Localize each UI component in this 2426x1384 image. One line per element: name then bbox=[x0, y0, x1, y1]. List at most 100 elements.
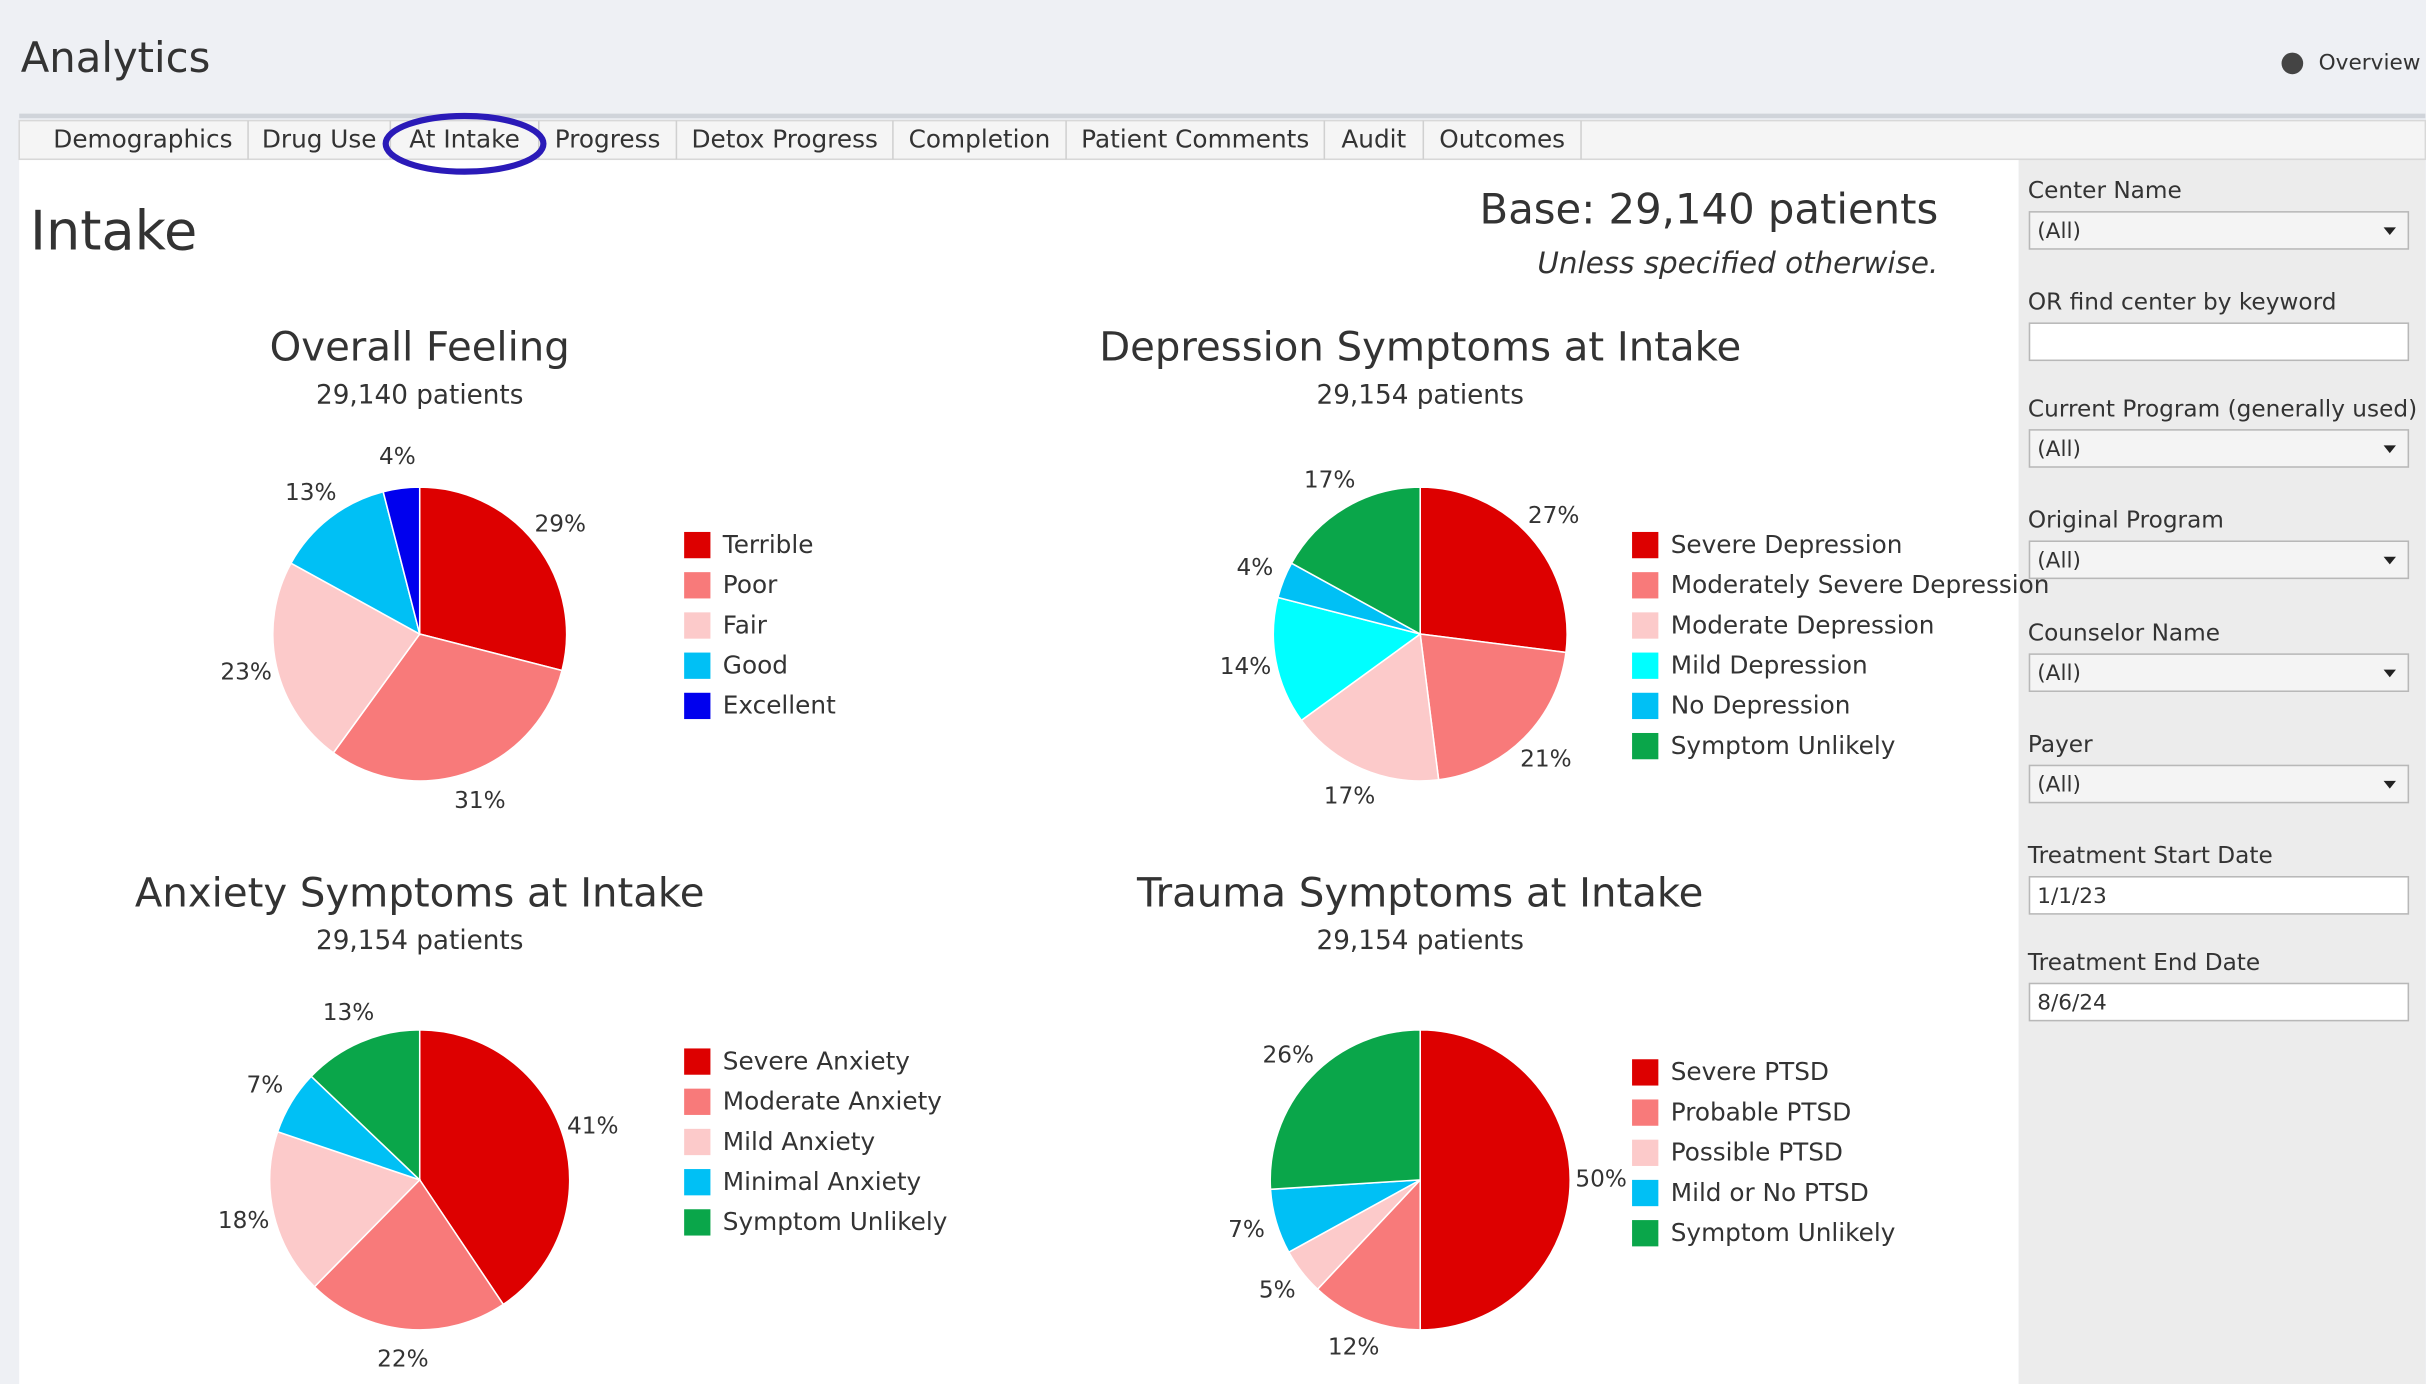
legend-swatch bbox=[1632, 1220, 1659, 1247]
pie-slice bbox=[289, 490, 421, 636]
legend-swatch bbox=[684, 1169, 711, 1196]
legend-swatch bbox=[684, 652, 711, 679]
pie-slice bbox=[310, 1029, 421, 1182]
chart-subtitle: 29,154 patients bbox=[1317, 926, 1524, 956]
slice-label: 5% bbox=[1259, 1276, 1296, 1303]
filter-value: (All) bbox=[2037, 219, 2081, 244]
chart-title: Trauma Symptoms at Intake bbox=[1136, 870, 1703, 916]
slice-label: 27% bbox=[1528, 502, 1580, 529]
tab[interactable]: Patient Comments bbox=[1081, 125, 1309, 154]
overview-icon bbox=[2281, 52, 2304, 75]
pie-slice bbox=[1419, 1029, 1571, 1331]
slice-label: 13% bbox=[285, 479, 337, 506]
chart-subtitle: 29,140 patients bbox=[316, 380, 523, 410]
legend-swatch bbox=[1632, 692, 1659, 720]
dropdown-arrow bbox=[2383, 780, 2396, 789]
slice-label: 7% bbox=[247, 1072, 284, 1099]
dropdown[interactable] bbox=[2028, 653, 2410, 692]
legend-swatch bbox=[1632, 1179, 1659, 1207]
overview-link[interactable]: Overview bbox=[2281, 50, 2421, 75]
tab[interactable]: Drug Use bbox=[262, 125, 377, 154]
slice-label: 31% bbox=[454, 787, 506, 814]
filter-label: OR find center by keyword bbox=[2028, 289, 2337, 316]
legend-label: Good bbox=[723, 650, 788, 679]
legend-swatch bbox=[684, 1048, 711, 1075]
slice-label: 50% bbox=[1575, 1165, 1627, 1192]
legend-label: Moderate Anxiety bbox=[723, 1087, 942, 1116]
tab[interactable]: Completion bbox=[909, 125, 1051, 154]
legend-label: Severe Anxiety bbox=[723, 1046, 910, 1075]
legend-swatch bbox=[1632, 612, 1659, 639]
pie-chart: Trauma Symptoms at Intake 29,154 patients… bbox=[1136, 870, 1895, 1360]
legend-swatch bbox=[684, 572, 711, 599]
pie-chart: Depression Symptoms at Intake 29,154 pati… bbox=[1099, 324, 2049, 809]
slice-label: 29% bbox=[534, 511, 586, 538]
base-count: Base: 29,140 patients bbox=[1480, 184, 1939, 233]
dropdown[interactable] bbox=[2028, 540, 2410, 580]
legend-swatch bbox=[684, 612, 711, 639]
pie-slice bbox=[382, 486, 421, 635]
tab[interactable]: Progress bbox=[555, 125, 661, 154]
legend-label: Symptom Unlikely bbox=[723, 1207, 948, 1236]
charts: Overall Feeling 29,140 patients 29% 31% 23% 1… bbox=[135, 324, 2050, 1372]
filter-label: Treatment Start Date bbox=[2027, 842, 2273, 869]
pie-slice bbox=[268, 1130, 422, 1288]
tab[interactable]: Outcomes bbox=[1439, 125, 1565, 154]
pie-slice bbox=[1290, 486, 1421, 636]
chart-title: Overall Feeling bbox=[270, 324, 570, 370]
legend-label: Moderate Depression bbox=[1671, 610, 1935, 639]
legend-label: No Depression bbox=[1671, 691, 1851, 720]
legend-label: Symptom Unlikely bbox=[1671, 1218, 1896, 1247]
pie-slice bbox=[272, 562, 421, 754]
chart-subtitle: 29,154 patients bbox=[1317, 380, 1524, 410]
tab[interactable]: Detox Progress bbox=[691, 125, 877, 154]
legend-label: Poor bbox=[723, 570, 778, 599]
filter-value: 8/6/24 bbox=[2037, 991, 2107, 1016]
filter-label: Original Program bbox=[2028, 507, 2224, 534]
legend-swatch bbox=[684, 1209, 711, 1236]
text-input[interactable] bbox=[2028, 876, 2410, 915]
legend-swatch bbox=[684, 692, 711, 720]
slice-label: 14% bbox=[1220, 653, 1272, 680]
dropdown[interactable] bbox=[2028, 429, 2410, 468]
slice-label: 23% bbox=[220, 658, 272, 685]
dropdown[interactable] bbox=[2028, 211, 2410, 250]
slice-label: 41% bbox=[567, 1113, 619, 1140]
app-title: Analytics bbox=[21, 33, 211, 82]
tab[interactable]: Demographics bbox=[53, 125, 232, 154]
filter-label: Payer bbox=[2028, 731, 2093, 758]
legend-swatch bbox=[1632, 531, 1659, 559]
filter-value: 1/1/23 bbox=[2037, 884, 2107, 909]
pie-chart: Anxiety Symptoms at Intake 29,154 patient… bbox=[135, 870, 947, 1372]
pie-slice bbox=[1419, 486, 1568, 654]
overview-label[interactable]: Overview bbox=[2319, 50, 2421, 75]
legend-label: Possible PTSD bbox=[1671, 1138, 1843, 1167]
slice-label: 26% bbox=[1263, 1042, 1315, 1069]
slice-label: 21% bbox=[1520, 745, 1572, 772]
pie-slice bbox=[418, 486, 568, 672]
filter-label: Center Name bbox=[2028, 177, 2182, 204]
legend-label: Moderately Severe Depression bbox=[1671, 570, 2050, 599]
chart-title: Depression Symptoms at Intake bbox=[1099, 324, 1741, 370]
pie-slice bbox=[1272, 596, 1422, 722]
text-input[interactable] bbox=[2028, 982, 2410, 1022]
chart-subtitle: 29,154 patients bbox=[316, 926, 523, 956]
text-input[interactable] bbox=[2028, 322, 2410, 362]
legend-swatch bbox=[1632, 572, 1659, 599]
dropdown[interactable] bbox=[2028, 764, 2410, 804]
legend-label: Symptom Unlikely bbox=[1671, 731, 1896, 760]
filter-value: (All) bbox=[2037, 773, 2081, 798]
section-title: Intake bbox=[30, 200, 197, 263]
tab[interactable]: Audit bbox=[1341, 125, 1406, 154]
pie-slice bbox=[418, 1029, 571, 1306]
slice-label: 22% bbox=[377, 1346, 429, 1373]
dropdown-arrow bbox=[2383, 669, 2396, 678]
slice-label: 17% bbox=[1324, 783, 1376, 810]
base-note: Unless specified otherwise. bbox=[1537, 246, 1938, 280]
dropdown-arrow bbox=[2383, 445, 2396, 454]
filter-value: (All) bbox=[2037, 548, 2081, 573]
legend-label: Mild Depression bbox=[1671, 650, 1868, 679]
tab[interactable]: At Intake bbox=[409, 125, 520, 154]
